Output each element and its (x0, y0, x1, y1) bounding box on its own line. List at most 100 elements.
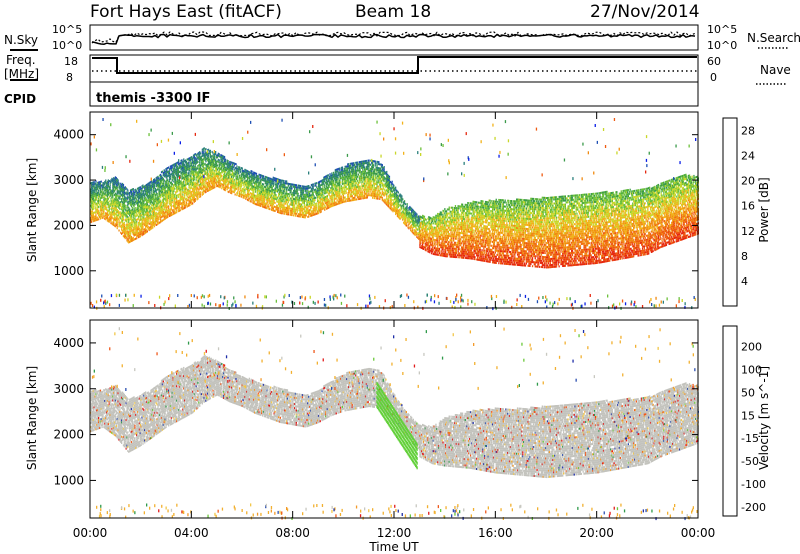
power-cell (126, 221, 127, 223)
power-cell (118, 183, 119, 185)
power-cell (100, 189, 101, 191)
power-cell (133, 206, 134, 208)
power-cell (97, 188, 98, 190)
power-cell (119, 198, 120, 200)
power-cell (100, 218, 101, 220)
power-cell (100, 183, 101, 185)
cpid-panel: CPID themis -3300 IF (4, 82, 698, 106)
beam-title: Beam 18 (355, 2, 431, 22)
station-title: Fort Hays East (fitACF) (90, 2, 282, 22)
power-cell (117, 223, 118, 225)
power-cell (98, 202, 99, 204)
power-cell (98, 206, 99, 208)
power-cell (132, 223, 133, 225)
power-cell (95, 215, 96, 217)
power-cell (147, 230, 148, 232)
rti-figure: Fort Hays East (fitACF) Beam 18 27/Nov/2… (0, 0, 800, 554)
power-cell (102, 188, 103, 190)
power-cell (91, 221, 92, 223)
power-cell (118, 179, 119, 181)
power-cell (123, 184, 124, 186)
nsky-tick-top: 10^5 (52, 23, 82, 36)
freq-tick-bottom: 8 (66, 71, 73, 84)
power-cell (108, 184, 109, 186)
power-cell (131, 216, 132, 218)
power-cell (120, 203, 121, 205)
power-cell (152, 227, 153, 229)
power-cell (94, 191, 95, 193)
power-cell (102, 190, 103, 192)
power-cell (100, 199, 101, 201)
power-cell (154, 185, 155, 187)
power-cell (142, 197, 143, 199)
nsky-panel: N.Sky 10^5 10^0 10^5 10^0 N.Search (4, 23, 800, 52)
power-cell (97, 208, 98, 210)
power-cell (124, 222, 125, 224)
power-cell (109, 209, 110, 211)
power-cell (136, 221, 137, 223)
power-cell (154, 225, 155, 227)
power-cell (93, 206, 94, 208)
nsearch-tick-bottom: 10^0 (707, 39, 737, 52)
power-cell (151, 190, 152, 192)
power-cell (95, 213, 96, 215)
power-cell (94, 185, 95, 187)
power-echoes (90, 118, 699, 310)
power-cell (125, 205, 126, 207)
power-cell (149, 192, 150, 194)
freq-label-1: Freq. (6, 53, 36, 67)
power-cell (109, 200, 110, 202)
power-cell (102, 215, 103, 217)
power-panel: 1000200030004000 Slant Range [km] 481216… (25, 112, 771, 310)
cpid-label: CPID (4, 92, 36, 106)
power-cell (130, 232, 131, 234)
power-cell (95, 180, 96, 182)
power-cell (133, 188, 134, 190)
freq-tick-top: 18 (64, 55, 78, 68)
power-cell (94, 205, 95, 207)
power-cell (123, 219, 124, 221)
power-cell (97, 217, 98, 219)
power-cell (112, 195, 113, 197)
power-cell (118, 230, 119, 232)
nsearch-label: N.Search (747, 31, 800, 45)
cpid-value: themis -3300 IF (96, 91, 210, 106)
nave-label: Nave (760, 63, 791, 77)
power-cell (151, 188, 152, 190)
power-cell (93, 208, 94, 210)
power-cell (113, 222, 114, 224)
power-cell (101, 181, 102, 183)
power-cell (93, 204, 94, 206)
power-cell (118, 219, 119, 221)
freq-frame (90, 55, 698, 82)
power-cell (142, 225, 143, 227)
power-cell (125, 207, 126, 209)
power-cell (103, 213, 104, 215)
power-cell (124, 224, 125, 226)
power-cell (105, 180, 106, 182)
power-cell (134, 203, 135, 205)
power-cell (153, 195, 154, 197)
nave-tick-bottom: 0 (710, 71, 717, 84)
power-cell (112, 197, 113, 199)
nsky-label: N.Sky (4, 33, 38, 47)
nsearch-tick-top: 10^5 (707, 23, 737, 36)
power-cell (119, 208, 120, 210)
power-cell (136, 223, 137, 225)
power-cell (117, 186, 118, 188)
freq-panel: Freq. [MHz] 18 8 60 0 Nave (4, 53, 791, 84)
power-cell (136, 237, 137, 239)
freq-label-2: [MHz] (4, 67, 39, 81)
power-cell (157, 209, 158, 211)
date-title: 27/Nov/2014 (590, 2, 700, 22)
power-cell (93, 214, 94, 216)
power-cell (127, 190, 128, 192)
power-cell (98, 198, 99, 200)
power-cell (123, 217, 124, 219)
power-cell (148, 220, 149, 222)
power-cell (132, 207, 133, 209)
power-cell (153, 218, 154, 220)
power-cell (106, 207, 107, 209)
nsky-tick-bottom: 10^0 (52, 39, 82, 52)
power-cell (110, 185, 111, 187)
